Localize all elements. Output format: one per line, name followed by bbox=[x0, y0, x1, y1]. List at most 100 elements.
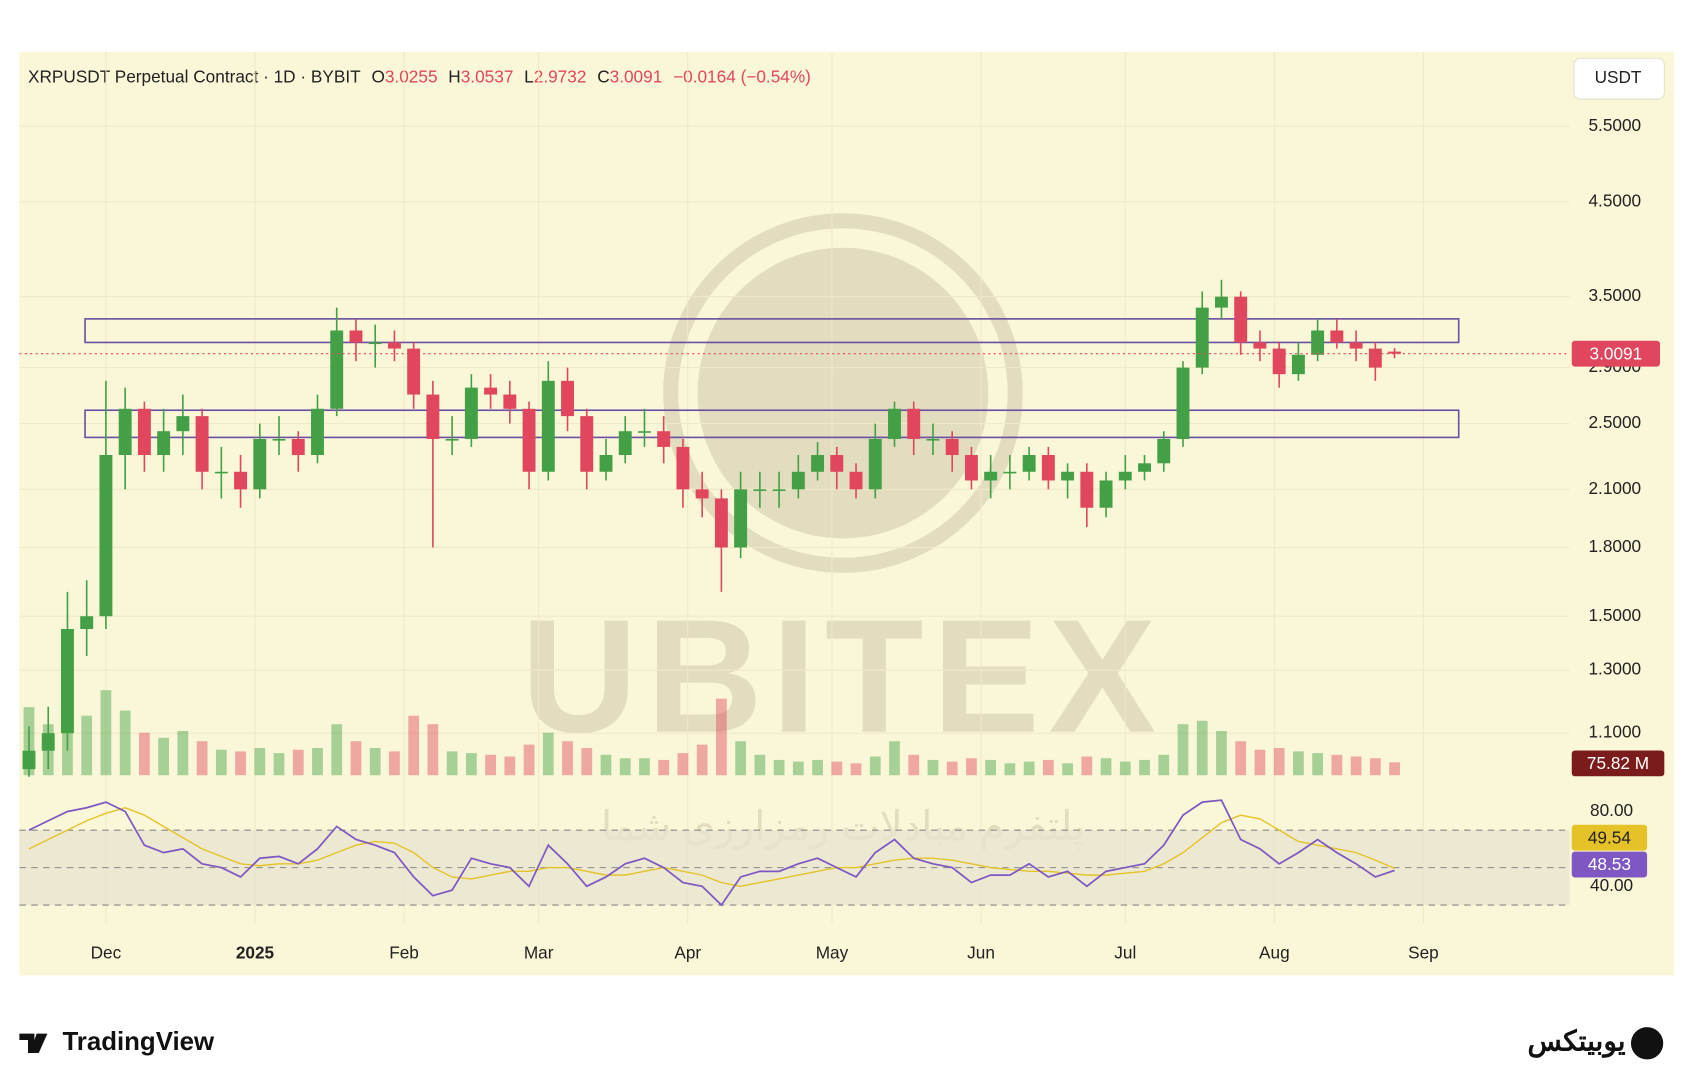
volume-bar bbox=[908, 754, 920, 776]
candle-body bbox=[676, 446, 690, 490]
candle-body bbox=[734, 489, 748, 548]
y-tick-label: 2.5000 bbox=[1588, 412, 1641, 432]
volume-bar bbox=[465, 753, 477, 776]
rsi-value-label: 49.54 bbox=[1588, 827, 1632, 847]
volume-bar bbox=[792, 761, 804, 776]
candle-body bbox=[926, 438, 940, 441]
candle-body bbox=[1214, 296, 1228, 308]
volume-bar bbox=[619, 758, 631, 776]
candle-body bbox=[1291, 354, 1305, 375]
candle-body bbox=[599, 455, 613, 472]
x-tick-label: Dec bbox=[91, 942, 122, 962]
rsi-tick-label: 80.00 bbox=[1590, 800, 1633, 820]
tradingview: TradingView bbox=[62, 1028, 215, 1056]
candle-body bbox=[811, 455, 825, 472]
rsi-value-box bbox=[1571, 851, 1648, 878]
rsi-value-box bbox=[1571, 824, 1648, 851]
volume-bar bbox=[389, 751, 400, 776]
candle-body bbox=[253, 438, 267, 490]
volume-bar bbox=[696, 744, 708, 776]
volume-bar bbox=[1312, 753, 1324, 776]
candle-body bbox=[61, 629, 74, 734]
y-tick-label: 4.5000 bbox=[1588, 190, 1641, 210]
candle-body bbox=[1138, 463, 1151, 472]
chart-bg bbox=[19, 51, 1675, 976]
x-tick-label: Mar bbox=[524, 942, 554, 962]
candle-body bbox=[1253, 342, 1267, 349]
volume-bar bbox=[235, 751, 246, 776]
ohlc-key: L bbox=[524, 66, 534, 86]
candle-body bbox=[580, 416, 594, 472]
volume-bar bbox=[1042, 759, 1054, 776]
candle-body bbox=[484, 387, 498, 395]
volume-bar bbox=[1023, 761, 1035, 776]
candle-body bbox=[618, 431, 632, 456]
volume-bar bbox=[1062, 763, 1073, 776]
candle-body bbox=[868, 438, 882, 490]
volume-bar bbox=[408, 715, 420, 776]
candle-body bbox=[541, 380, 555, 472]
candle-body bbox=[464, 387, 478, 439]
volume-bar bbox=[639, 758, 650, 776]
volume-bar bbox=[812, 759, 823, 776]
candle-body bbox=[945, 438, 959, 456]
y-tick-label: 5.5000 bbox=[1588, 115, 1641, 135]
ohlc-value: 3.0537 bbox=[461, 66, 514, 86]
candle-body bbox=[1099, 480, 1113, 508]
last-price-box bbox=[1571, 340, 1661, 367]
candle-body bbox=[830, 455, 844, 472]
candle-body bbox=[714, 498, 728, 548]
candle-body bbox=[1003, 471, 1017, 474]
volume-bar bbox=[1004, 763, 1016, 776]
volume-bar bbox=[985, 759, 997, 776]
candle-body bbox=[330, 330, 344, 409]
y-tick-label: 1.1000 bbox=[1588, 722, 1641, 742]
volume-bar bbox=[927, 759, 939, 776]
candle-body bbox=[214, 471, 228, 474]
volume-bar bbox=[427, 724, 439, 776]
candle-body bbox=[157, 431, 171, 456]
volume-bar bbox=[254, 748, 266, 776]
volume-bar bbox=[1331, 754, 1343, 776]
volume-bar bbox=[1119, 761, 1131, 776]
candle-body bbox=[984, 471, 998, 481]
volume-bar bbox=[1216, 730, 1227, 776]
volume-bar bbox=[831, 761, 843, 776]
volume-bar bbox=[81, 715, 93, 776]
volume-bar bbox=[735, 741, 747, 776]
candle-body bbox=[176, 416, 190, 432]
candle-body bbox=[1041, 455, 1055, 481]
candle-body bbox=[349, 330, 363, 343]
candle-body bbox=[503, 394, 517, 409]
volume-bar bbox=[369, 748, 381, 776]
volume-bar bbox=[869, 756, 881, 776]
candle-body bbox=[272, 438, 286, 441]
y-tick-label: 1.3000 bbox=[1588, 659, 1641, 679]
currency-box[interactable] bbox=[1573, 57, 1665, 100]
change: −0.0164 (−0.54%) bbox=[673, 66, 811, 86]
candle-body bbox=[368, 342, 382, 345]
candle-body bbox=[99, 455, 113, 617]
y-tick-label: 2.1000 bbox=[1588, 478, 1641, 498]
ohlc-value: 2.9732 bbox=[534, 66, 587, 86]
volume-bar bbox=[658, 759, 670, 776]
volume-bar bbox=[312, 748, 323, 776]
candle-body bbox=[41, 733, 55, 751]
candle-body bbox=[291, 438, 305, 456]
volume-bar bbox=[100, 690, 112, 776]
volume-bar bbox=[1177, 724, 1189, 776]
candle-body bbox=[1368, 348, 1382, 368]
watermark-brand: UBITEX bbox=[521, 587, 1165, 767]
candle-body bbox=[426, 394, 440, 439]
candle-body bbox=[1080, 471, 1094, 508]
x-tick-label: Jun bbox=[967, 942, 995, 962]
candle-body bbox=[234, 471, 248, 490]
x-tick-label: May bbox=[816, 942, 849, 962]
volume-bar bbox=[562, 741, 573, 776]
ohlc-value: 3.0255 bbox=[385, 66, 438, 86]
volume-bar bbox=[1139, 759, 1150, 776]
candle-body bbox=[1157, 438, 1171, 464]
x-tick-label: Apr bbox=[674, 942, 701, 962]
rsi-tick-label: 40.00 bbox=[1590, 875, 1633, 895]
